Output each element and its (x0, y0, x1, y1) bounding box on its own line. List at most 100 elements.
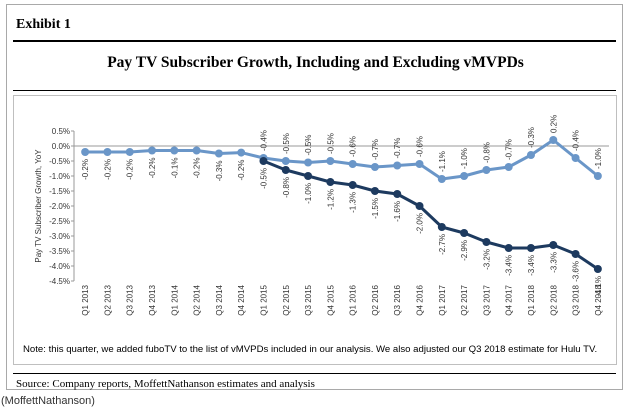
data-point-excluding (504, 244, 513, 252)
x-tick-label: Q4 2013 (148, 284, 157, 315)
data-point-including (437, 175, 446, 183)
y-tick-label: -1.5% (49, 187, 70, 196)
x-tick-label: Q2 2018 (549, 284, 558, 315)
data-point-excluding (437, 223, 446, 231)
data-point-excluding (304, 172, 313, 180)
data-label-including: -0.7% (371, 139, 380, 160)
data-point-including (348, 160, 357, 168)
data-point-including (304, 158, 313, 167)
data-label-including: -0.2% (193, 158, 202, 179)
data-point-including (593, 172, 602, 180)
data-label-excluding: -0.5% (259, 168, 268, 189)
data-point-excluding (593, 265, 602, 273)
data-label-excluding: -1.2% (326, 189, 335, 210)
data-label-excluding: -3.4% (505, 255, 514, 276)
chart-note: Note: this quarter, we added fuboTV to t… (23, 344, 598, 355)
line-chart: Pay TV Subscriber Growth, YoY 0.5% 0.0% -0.… (34, 115, 609, 316)
x-tick-label: Q2 2016 (371, 284, 380, 315)
x-tick-label: Q1 2017 (438, 284, 447, 315)
data-label-including: -0.6% (349, 136, 358, 157)
x-tick-label: Q1 2016 (349, 284, 358, 315)
exhibit-label: Exhibit 1 (16, 17, 71, 32)
data-label-including: -0.8% (482, 142, 491, 163)
y-axis-label: Pay TV Subscriber Growth, YoY (34, 149, 43, 263)
data-label-including: -0.2% (237, 160, 246, 181)
y-tick-label: 0.5% (52, 127, 70, 136)
data-point-excluding (482, 238, 491, 246)
data-label-including: -0.7% (393, 138, 402, 159)
title-rule (13, 90, 616, 91)
data-point-excluding (526, 244, 535, 252)
data-point-including (214, 149, 223, 158)
data-label-including: -0.2% (126, 159, 135, 180)
data-label-excluding: -3.4% (527, 255, 536, 276)
x-tick-label: Q4 2015 (326, 284, 335, 315)
x-tick-label: Q3 2016 (393, 284, 402, 315)
data-point-excluding (281, 166, 290, 174)
x-tick-label: Q4 2016 (416, 284, 425, 315)
data-point-including (526, 151, 535, 159)
data-point-including (192, 146, 201, 155)
y-tick-label: -3.5% (49, 247, 70, 256)
data-label-including: -0.5% (304, 135, 313, 156)
data-label-including: -0.2% (81, 159, 90, 180)
exhibit-frame: Exhibit 1 Pay TV Subscriber Growth, Incl… (6, 4, 623, 390)
data-point-including (482, 166, 491, 174)
y-tick-label: -2.0% (49, 202, 70, 211)
image-credit: (MoffettNathanson) (1, 395, 95, 407)
data-point-excluding (259, 157, 268, 165)
data-label-excluding: -1.3% (349, 192, 358, 213)
x-tick-label: Q2 2013 (103, 284, 112, 315)
data-label-including: -0.2% (103, 159, 112, 180)
data-label-including: -0.5% (326, 133, 335, 154)
data-label-including: -1.0% (594, 148, 603, 169)
data-point-including (281, 157, 290, 165)
data-label-excluding: -1.5% (371, 198, 380, 219)
data-point-including (415, 160, 424, 168)
data-point-including (103, 148, 112, 156)
x-tick-label: Q1 2014 (170, 284, 179, 315)
series-line-excluding (262, 159, 599, 271)
data-point-excluding (370, 187, 379, 195)
data-point-including (237, 148, 246, 157)
data-label-excluding: -3.3% (549, 252, 558, 273)
data-label-including: -1.0% (460, 148, 469, 169)
y-tick-label: -0.5% (49, 157, 70, 166)
data-label-excluding: -0.8% (282, 177, 291, 198)
x-tick-label: Q3 2018 (572, 284, 581, 315)
data-label-excluding: -3.6% (572, 261, 581, 282)
data-point-excluding (348, 181, 357, 189)
data-point-including (81, 148, 90, 156)
data-label-excluding: -3.2% (482, 249, 491, 270)
data-point-including (504, 163, 513, 171)
x-tick-label: Q4 2014 (237, 284, 246, 315)
chart-title: Pay TV Subscriber Growth, Including and … (107, 54, 524, 71)
x-tick-label: Q1 2018 (527, 284, 536, 315)
x-tick-label: Q1 2015 (259, 284, 268, 315)
data-label-excluding: -1.0% (304, 183, 313, 204)
data-label-including: 0.2% (549, 115, 558, 133)
data-label-including: -0.3% (527, 127, 536, 148)
y-tick-label: 0.0% (52, 142, 70, 151)
data-point-including (125, 148, 134, 156)
data-label-excluding: -2.7% (438, 234, 447, 255)
data-label-excluding: -4.1% (594, 276, 603, 297)
data-point-excluding (415, 202, 424, 210)
x-tick-label: Q3 2013 (126, 284, 135, 315)
data-point-including (460, 172, 469, 180)
data-label-including: -0.6% (416, 136, 425, 157)
footer-rule (13, 373, 616, 374)
data-point-excluding (326, 178, 335, 186)
data-point-including (170, 146, 179, 155)
x-tick-label: Q2 2014 (193, 284, 202, 315)
x-tick-label: Q1 2013 (81, 284, 90, 315)
data-point-including (393, 161, 402, 170)
data-point-including (326, 157, 335, 165)
data-label-including: -0.7% (505, 139, 514, 160)
y-tick-label: -3.0% (49, 232, 70, 241)
data-point-including (549, 136, 558, 144)
data-point-including (370, 163, 379, 171)
source-line: Source: Company reports, MoffettNathanso… (16, 378, 315, 390)
data-label-excluding: -1.6% (393, 201, 402, 222)
x-tick-label: Q3 2015 (304, 284, 313, 315)
